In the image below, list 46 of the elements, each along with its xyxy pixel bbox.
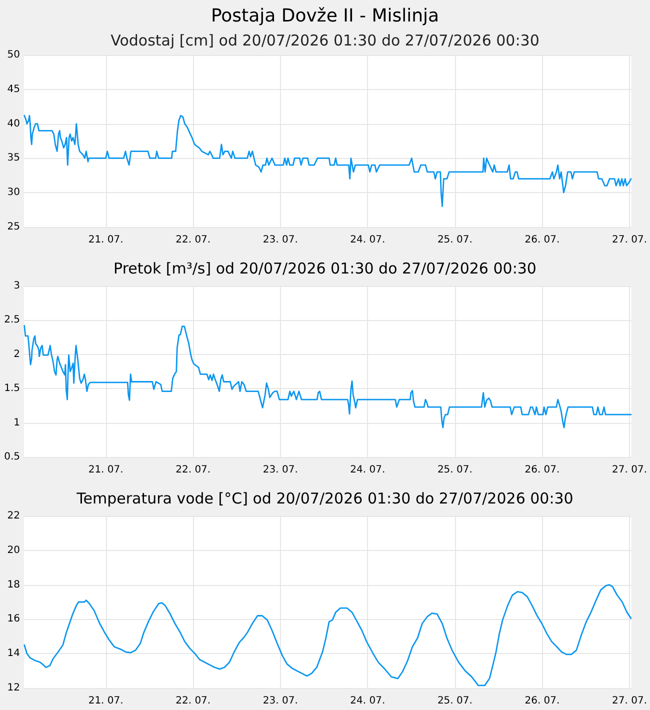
y-tick-label: 14 (7, 648, 20, 660)
y-tick-label: 35 (7, 152, 20, 164)
y-tick-label: 12 (7, 682, 20, 694)
y-tick-label: 1 (14, 417, 20, 428)
x-tick-label: 26. 07. (524, 234, 560, 246)
x-tick-label: 21. 07. (88, 696, 124, 706)
y-tick-label: 1.5 (4, 383, 20, 394)
x-tick-label: 27. 07. (612, 696, 648, 706)
y-tick-label: 25 (7, 222, 20, 232)
x-tick-label: 22. 07. (176, 234, 211, 246)
chart-title: Pretok [m³/s] od 20/07/2026 01:30 do 27/07/2026 00:30 (114, 260, 536, 278)
x-tick-label: 23. 07. (262, 464, 298, 476)
y-tick-label: 30 (7, 187, 20, 198)
x-tick-label: 22. 07. (176, 696, 211, 706)
line-series (24, 324, 632, 428)
x-tick-label: 24. 07. (350, 234, 386, 246)
y-tick-label: 50 (7, 50, 20, 60)
y-tick-label: 18 (7, 579, 20, 590)
chart-subtitle: Vodostaj [cm] od 20/07/2026 01:30 do 27/07/2026 00:30 (110, 32, 540, 50)
x-tick-label: 25. 07. (437, 464, 472, 476)
chart-title: Temperatura vode [°C] od 20/07/2026 01:30 do 27/07/2026 00:30 (76, 490, 574, 508)
x-tick-label: 23. 07. (262, 696, 298, 706)
y-tick-label: 40 (7, 118, 20, 130)
x-tick-label: 27. 07. (612, 464, 648, 476)
x-tick-label: 23. 07. (262, 234, 298, 246)
y-tick-label: 16 (7, 614, 20, 625)
y-tick-label: 0.5 (4, 452, 20, 462)
x-tick-label: 21. 07. (88, 234, 124, 246)
y-tick-label: 45 (7, 84, 20, 95)
x-tick-label: 26. 07. (524, 464, 560, 476)
y-tick-label: 3 (14, 280, 20, 292)
line-series (24, 114, 632, 208)
x-tick-label: 24. 07. (350, 464, 386, 476)
y-tick-label: 2 (14, 348, 20, 360)
x-tick-label: 25. 07. (437, 696, 472, 706)
line-series (24, 584, 632, 686)
x-tick-label: 21. 07. (88, 464, 124, 476)
x-tick-label: 26. 07. (524, 696, 560, 706)
y-tick-label: 20 (7, 544, 20, 556)
y-tick-label: 2.5 (4, 314, 20, 326)
x-tick-label: 24. 07. (350, 696, 386, 706)
x-tick-label: 25. 07. (437, 234, 472, 246)
x-tick-label: 27. 07. (612, 234, 648, 246)
x-tick-label: 22. 07. (176, 464, 211, 476)
chart-title: Postaja Dovže II - Mislinja (210, 6, 440, 26)
y-tick-label: 22 (7, 510, 20, 522)
